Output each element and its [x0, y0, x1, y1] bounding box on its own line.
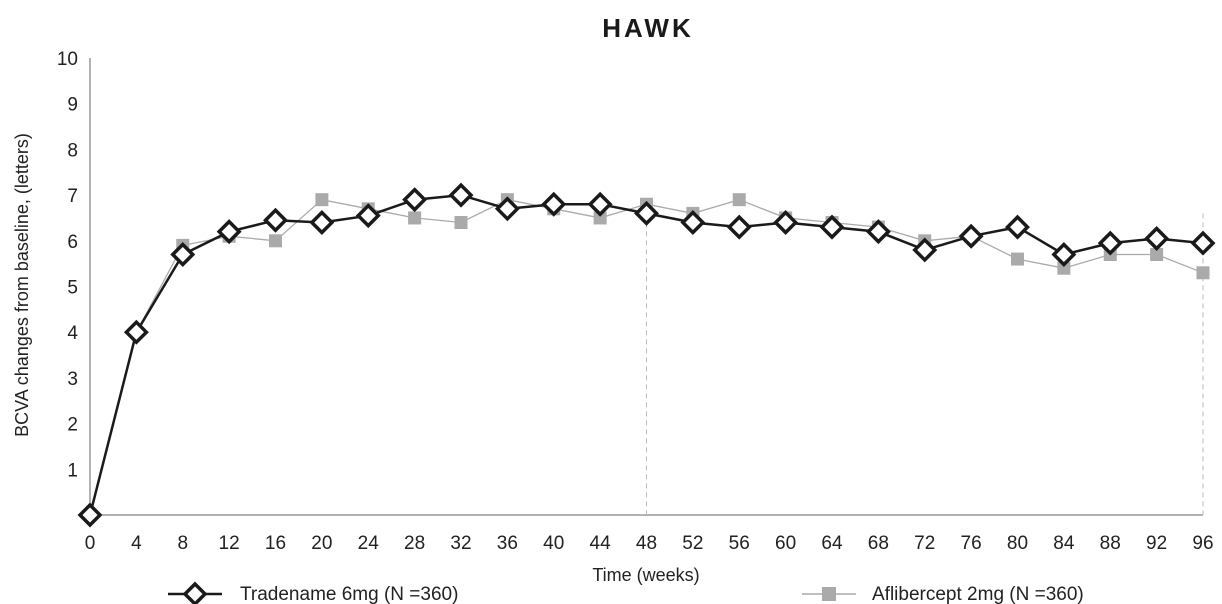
y-tick-label: 4	[67, 323, 78, 344]
x-tick-label: 76	[961, 533, 982, 554]
tradename-point	[494, 196, 520, 222]
tradename-point	[77, 502, 103, 528]
tradename-point	[402, 187, 428, 213]
tradename-point	[865, 219, 891, 245]
legend-item-tradename: Tradename 6mg (N =360)	[168, 581, 458, 604]
x-tick-label: 24	[358, 533, 380, 554]
legend-diamond-marker	[182, 581, 208, 604]
x-tick-label: 88	[1100, 533, 1121, 554]
x-tick-label: 4	[131, 533, 142, 554]
x-tick-label: 32	[450, 533, 471, 554]
x-axis-label: Time (weeks)	[592, 565, 699, 585]
y-tick-label: 8	[67, 140, 78, 161]
aflibercept-point	[1150, 248, 1164, 262]
y-axis-label: BCVA changes from baseline, (letters)	[12, 133, 32, 437]
legend-label-tradename: Tradename 6mg (N =360)	[240, 584, 458, 604]
tradename-point	[1144, 226, 1170, 251]
x-tick-label: 44	[590, 533, 612, 554]
y-tick-labels: 1 2 3 4 5 6 7 8 9 10	[57, 49, 79, 481]
x-tick-label: 72	[914, 533, 935, 554]
tradename-point	[1097, 230, 1123, 256]
y-tick-label: 2	[67, 415, 78, 436]
tradename-point	[541, 191, 567, 217]
x-tick-label: 40	[543, 533, 564, 554]
y-tick-label: 3	[67, 369, 78, 390]
aflibercept-point	[1196, 266, 1210, 280]
x-tick-label: 8	[177, 533, 188, 554]
tradename-point	[123, 319, 149, 345]
x-tick-label: 12	[219, 533, 240, 554]
y-tick-label: 7	[67, 186, 78, 207]
legend-item-aflibercept: Aflibercept 2mg (N =360)	[802, 584, 1084, 604]
y-tick-label: 1	[67, 460, 78, 481]
tradename-point	[355, 203, 381, 229]
series-markers	[77, 182, 1216, 528]
aflibercept-point	[269, 234, 282, 248]
y-tick-label: 9	[67, 95, 78, 116]
x-tick-label: 92	[1146, 533, 1167, 554]
tradename-point	[170, 242, 196, 267]
x-tick-label: 56	[729, 533, 750, 554]
x-tick-label: 96	[1192, 533, 1213, 554]
y-tick-label: 6	[67, 232, 78, 253]
aflibercept-point	[1057, 261, 1071, 275]
tradename-point	[448, 182, 474, 208]
tradename-point	[912, 237, 938, 263]
tradename-point	[1051, 242, 1077, 267]
legend-label-aflibercept: Aflibercept 2mg (N =360)	[872, 584, 1084, 604]
x-tick-label: 68	[868, 533, 889, 554]
x-tick-label: 36	[497, 533, 518, 554]
legend-square-marker	[822, 587, 836, 601]
tradename-point	[958, 223, 984, 249]
x-tick-label: 16	[265, 533, 286, 554]
tradename-point	[309, 210, 335, 235]
x-tick-label: 80	[1007, 533, 1028, 554]
tradename-point	[1005, 214, 1030, 240]
tradename-point	[773, 210, 799, 235]
aflibercept-point	[315, 193, 329, 207]
aflibercept-point	[454, 216, 468, 230]
aflibercept-point	[593, 211, 607, 225]
x-tick-label: 84	[1053, 533, 1075, 554]
y-tick-label: 5	[67, 278, 78, 299]
aflibercept-point	[1011, 252, 1024, 266]
legend: Tradename 6mg (N =360) Aflibercept 2mg (…	[168, 581, 1084, 604]
x-tick-label: 20	[311, 533, 332, 554]
tradename-point	[1190, 230, 1216, 256]
tradename-point	[680, 210, 706, 235]
tradename-point	[263, 207, 288, 233]
tradename-point	[819, 214, 845, 240]
x-tick-labels: 0 4 8 12 16 20 24 28 32 36 40 44 48 52 56 60 64 68 72 76 80 8…	[85, 533, 1214, 554]
x-tick-label: 60	[775, 533, 796, 554]
x-tick-label: 0	[85, 533, 96, 554]
x-tick-label: 28	[404, 533, 425, 554]
tradename-point	[587, 191, 613, 217]
x-tick-label: 48	[636, 533, 657, 554]
x-tick-label: 52	[682, 533, 703, 554]
chart-title: HAWK	[602, 13, 693, 43]
aflibercept-point	[408, 211, 422, 225]
tradename-point	[726, 214, 752, 240]
tradename-point	[216, 219, 242, 245]
y-tick-label: 10	[57, 49, 78, 70]
x-tick-label: 64	[821, 533, 843, 554]
tradename-point	[634, 200, 659, 226]
aflibercept-point	[732, 193, 746, 207]
